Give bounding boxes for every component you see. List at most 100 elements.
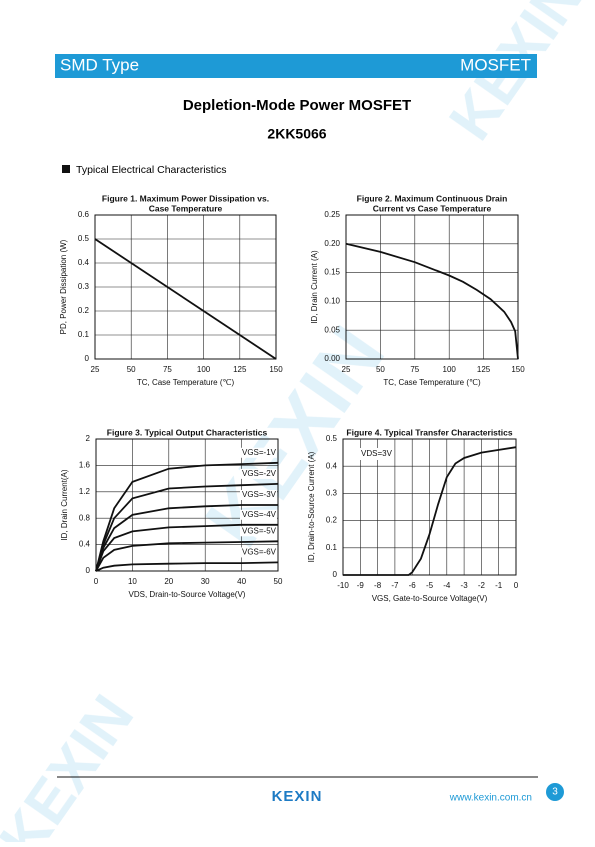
chart: Figure 1. Maximum Power Dissipation vs.C… (59, 193, 283, 387)
watermark: KEXIN (0, 683, 146, 842)
y-tick-label: 1.2 (79, 487, 91, 496)
y-tick-label: 0.4 (78, 258, 90, 267)
figure-title: Figure 3. Typical Output Characteristics (107, 427, 268, 437)
plot-frame (342, 438, 517, 576)
y-tick-label: 0 (86, 566, 91, 575)
x-tick-label: -7 (391, 581, 399, 590)
label-bg (240, 447, 277, 458)
y-tick-label: 0.15 (324, 268, 340, 277)
label-bg (240, 526, 277, 537)
doc-title: Depletion-Mode Power MOSFET (183, 97, 411, 114)
chart: Figure 3. Typical Output Characteristics… (60, 427, 283, 599)
label-bg (358, 448, 394, 460)
label-bg (240, 490, 277, 500)
x-tick-label: 30 (201, 577, 210, 586)
label-bg (240, 509, 277, 520)
x-tick-label: 0 (94, 577, 99, 586)
x-axis-label: VGS, Gate-to-Source Voltage(V) (372, 594, 488, 603)
series-label: VGS=-1V (242, 448, 277, 457)
header-bar (55, 54, 537, 78)
x-tick-label: -10 (337, 581, 349, 590)
label-bg (240, 547, 277, 558)
x-tick-label: 125 (477, 365, 491, 374)
curve (95, 504, 278, 572)
figure-title: Case Temperature (149, 203, 223, 213)
y-axis-label: ID, Drain Current(A) (60, 469, 69, 540)
x-tick-label: 10 (128, 577, 137, 586)
x-tick-label: -3 (461, 581, 469, 590)
series-label: VGS=-4V (242, 510, 277, 519)
plot-frame (345, 214, 519, 360)
x-tick-label: 75 (163, 365, 172, 374)
annotation: VDS=3V (361, 449, 393, 458)
y-tick-label: 0.1 (78, 330, 90, 339)
label-bg (240, 468, 277, 479)
x-axis-label: TC, Case Temperature (℃) (137, 378, 235, 387)
y-tick-label: 0.2 (78, 306, 90, 315)
bullet (62, 165, 70, 173)
y-tick-label: 0.5 (326, 434, 338, 443)
y-tick-label: 0.10 (324, 297, 340, 306)
x-tick-label: 150 (269, 365, 283, 374)
y-tick-label: 0.2 (326, 516, 338, 525)
y-tick-label: 0.00 (324, 354, 340, 363)
x-tick-label: 75 (410, 365, 419, 374)
x-tick-label: -8 (374, 581, 382, 590)
figure-title: Current vs Case Temperature (373, 203, 492, 213)
x-tick-label: -5 (426, 581, 434, 590)
y-tick-label: 0 (333, 570, 338, 579)
x-tick-label: 100 (197, 365, 211, 374)
footer-logo: KEXIN (272, 788, 323, 805)
x-tick-label: -1 (495, 581, 503, 590)
page-number: 3 (552, 787, 558, 798)
series-label: VGS=-3V (242, 490, 277, 499)
figure-title: Figure 4. Typical Transfer Characteristi… (346, 427, 512, 437)
plot-frame (94, 214, 277, 360)
x-tick-label: 100 (443, 365, 457, 374)
x-tick-label: 25 (91, 365, 100, 374)
x-tick-label: -4 (443, 581, 451, 590)
x-tick-label: 150 (511, 365, 525, 374)
y-tick-label: 0.3 (78, 282, 90, 291)
y-axis-label: PD, Power Dissipation (W) (59, 239, 68, 334)
header-right: MOSFET (460, 55, 531, 74)
x-tick-label: 25 (342, 365, 351, 374)
curve (95, 540, 279, 572)
page-badge (546, 783, 564, 801)
y-tick-label: 2 (86, 434, 91, 443)
y-tick-label: 0.20 (324, 239, 340, 248)
series-label: VGS=-2V (242, 469, 277, 478)
section-title: Typical Electrical Characteristics (76, 164, 227, 176)
x-tick-label: 50 (274, 577, 283, 586)
part-number: 2KK5066 (267, 126, 326, 142)
x-tick-label: 50 (127, 365, 136, 374)
curve (345, 242, 519, 360)
y-tick-label: 0.4 (326, 461, 338, 470)
y-tick-label: 0.6 (78, 210, 90, 219)
y-tick-label: 0.1 (326, 543, 338, 552)
y-tick-label: 0.3 (326, 489, 338, 498)
x-axis-label: VDS, Drain-to-Source Voltage(V) (129, 590, 246, 599)
y-tick-label: 0.25 (324, 210, 340, 219)
x-tick-label: -9 (357, 581, 365, 590)
x-tick-label: 0 (514, 581, 519, 590)
x-axis-label: TC, Case Temperature (℃) (383, 378, 481, 387)
y-tick-label: 1.6 (79, 461, 91, 470)
y-tick-label: 0 (85, 354, 90, 363)
chart: Figure 2. Maximum Continuous DrainCurren… (310, 193, 525, 387)
y-tick-label: 0.8 (79, 513, 91, 522)
curve (95, 523, 278, 572)
curve (94, 238, 277, 360)
y-axis-label: ID, Drain Current (A) (310, 250, 319, 324)
series-label: VGS=-6V (242, 548, 277, 557)
x-tick-label: 20 (164, 577, 173, 586)
y-axis-label: ID, Drain-to-Source Current (A) (307, 451, 316, 562)
y-tick-label: 0.4 (79, 540, 91, 549)
y-tick-label: 0.05 (324, 325, 340, 334)
curve (95, 461, 279, 572)
x-tick-label: 125 (233, 365, 247, 374)
x-tick-label: -6 (409, 581, 417, 590)
series-label: VGS=-5V (242, 526, 277, 535)
figure-title: Figure 1. Maximum Power Dissipation vs. (102, 193, 269, 203)
